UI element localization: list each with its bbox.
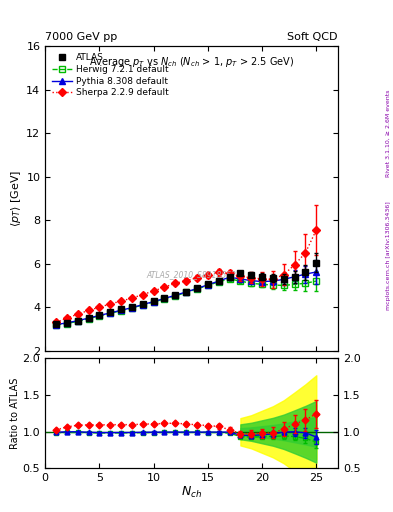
- Text: Rivet 3.1.10, ≥ 2.6M events: Rivet 3.1.10, ≥ 2.6M events: [386, 90, 391, 177]
- Text: Average $p_T$ vs $N_{ch}$ ($N_{ch}$ > 1, $p_T$ > 2.5 GeV): Average $p_T$ vs $N_{ch}$ ($N_{ch}$ > 1,…: [89, 55, 294, 69]
- Text: mcplots.cern.ch [arXiv:1306.3436]: mcplots.cern.ch [arXiv:1306.3436]: [386, 202, 391, 310]
- Text: Soft QCD: Soft QCD: [288, 32, 338, 42]
- Text: 7000 GeV pp: 7000 GeV pp: [45, 32, 118, 42]
- Y-axis label: Ratio to ATLAS: Ratio to ATLAS: [10, 378, 20, 449]
- Legend: ATLAS, Herwig 7.2.1 default, Pythia 8.308 default, Sherpa 2.2.9 default: ATLAS, Herwig 7.2.1 default, Pythia 8.30…: [50, 51, 171, 100]
- Y-axis label: $\langle p_T \rangle$ [GeV]: $\langle p_T \rangle$ [GeV]: [9, 170, 24, 227]
- X-axis label: $N_{ch}$: $N_{ch}$: [181, 485, 202, 500]
- Text: ATLAS_2010_S8918562: ATLAS_2010_S8918562: [147, 270, 237, 279]
